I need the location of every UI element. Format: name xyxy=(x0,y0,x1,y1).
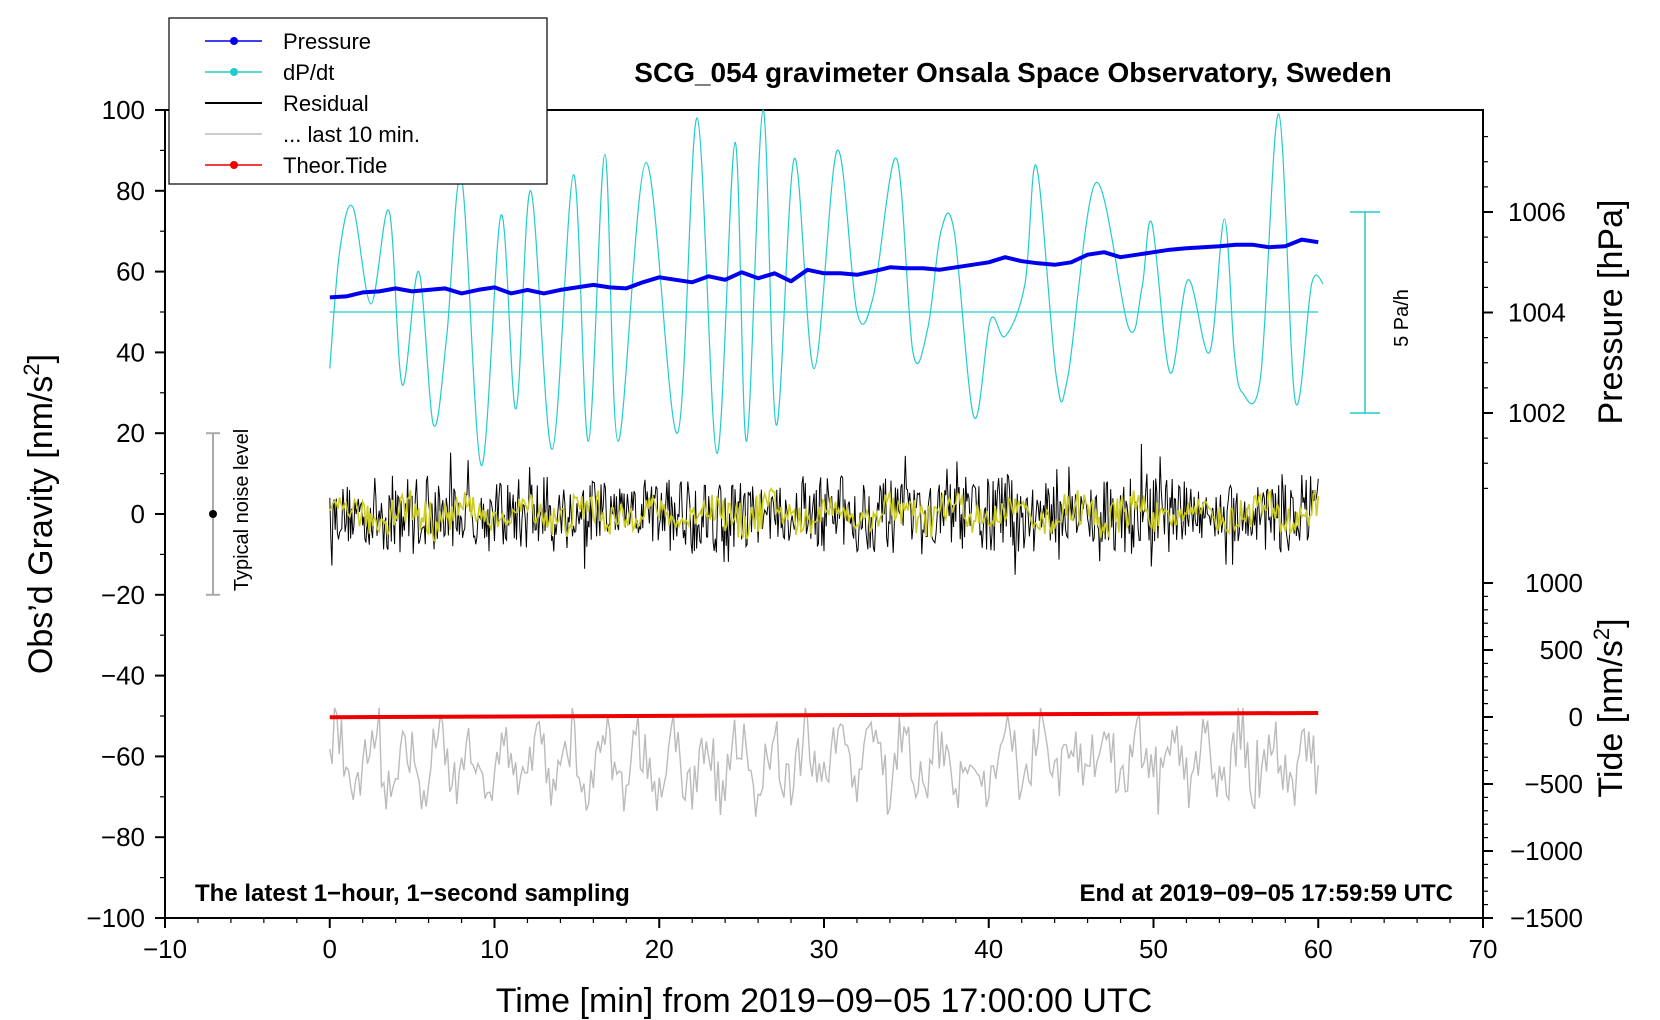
plot-frame xyxy=(164,109,1484,919)
y-tick-label: 100 xyxy=(102,95,145,125)
legend-marker xyxy=(230,37,238,45)
tide-tick-label: 500 xyxy=(1540,635,1583,665)
pressure-tick-label: 1002 xyxy=(1508,398,1566,428)
legend-marker xyxy=(230,68,238,76)
legend-box xyxy=(168,17,548,185)
noise-level-label: Typical noise level xyxy=(231,429,253,591)
legend-entries: Pressure dP/dt Residual ... last 10 min. The… xyxy=(205,29,420,178)
x-axis-ticks: −10 0 10 20 30 40 50 60 70 xyxy=(143,918,1498,964)
y-tick-label: −20 xyxy=(101,580,145,610)
left-axis-title-sup: 2 xyxy=(19,363,44,375)
tide-tick-label: 0 xyxy=(1569,702,1583,732)
noise-level-dot xyxy=(209,510,217,518)
pressure-tick-label: 1004 xyxy=(1508,298,1566,328)
residual-series-line xyxy=(329,443,1319,575)
y-tick-label: 0 xyxy=(131,499,145,529)
x-tick-label: 70 xyxy=(1469,934,1498,964)
legend-label: Pressure xyxy=(283,29,371,54)
tide-axis-title-end: ] xyxy=(1592,618,1630,627)
x-tick-label: 20 xyxy=(645,934,674,964)
chart-title: SCG_054 gravimeter Onsala Space Observat… xyxy=(634,57,1391,88)
legend-marker xyxy=(230,161,238,169)
y-tick-label: −40 xyxy=(101,661,145,691)
pressure-tick-label: 1006 xyxy=(1508,197,1566,227)
tide-axis-title-main: Tide [nm/s xyxy=(1592,640,1630,797)
noise-level-indicator: Typical noise level xyxy=(206,429,253,596)
pressure-axis-ticks: 1006 1004 1002 xyxy=(1483,136,1566,489)
x-tick-label: 50 xyxy=(1139,934,1168,964)
tide-tick-label: −500 xyxy=(1524,769,1583,799)
y-tick-label: 60 xyxy=(116,257,145,287)
x-tick-label: 10 xyxy=(480,934,509,964)
legend-label: Theor.Tide xyxy=(283,153,387,178)
x-tick-label: 60 xyxy=(1304,934,1333,964)
legend: Pressure dP/dt Residual ... last 10 min. The… xyxy=(168,17,548,185)
left-axis-ticks: 100 80 60 40 20 0 −20 −40 −60 −80 −100 xyxy=(86,95,165,933)
pressure-series-line xyxy=(329,237,1319,300)
y-tick-label: 80 xyxy=(116,176,145,206)
y-tick-label: −80 xyxy=(101,822,145,852)
y-tick-label: −100 xyxy=(86,903,145,933)
y-tick-label: 20 xyxy=(116,418,145,448)
y-tick-label: −60 xyxy=(101,741,145,771)
tide-tick-label: −1500 xyxy=(1510,903,1583,933)
pressure-axis-title: Pressure [hPa] xyxy=(1592,200,1630,425)
rate-scale-indicator: 5 Pa/h xyxy=(1350,211,1413,414)
x-axis-title: Time [min] from 2019−09−05 17:00:00 UTC xyxy=(496,982,1152,1020)
tide-axis-title-sup: 2 xyxy=(1589,628,1614,640)
y-tick-label: 40 xyxy=(116,337,145,367)
end-time-note: End at 2019−09−05 17:59:59 UTC xyxy=(1079,880,1453,907)
tide-axis-ticks: 1000 500 0 −500 −1000 −1500 xyxy=(1483,568,1583,933)
tide-tick-label: −1000 xyxy=(1510,836,1583,866)
last-10-min-series-line xyxy=(329,707,1319,817)
x-tick-label: 0 xyxy=(323,934,337,964)
legend-label: Residual xyxy=(283,91,369,116)
tide-tick-label: 1000 xyxy=(1525,568,1583,598)
legend-label: dP/dt xyxy=(283,60,334,85)
left-axis-title-end: ] xyxy=(22,354,60,363)
series-layer xyxy=(329,109,1324,817)
left-axis-title-main: Obs’d Gravity [nm/s xyxy=(22,376,60,675)
legend-label: ... last 10 min. xyxy=(283,122,420,147)
residual-smoothed-line xyxy=(329,486,1320,543)
x-tick-label: 40 xyxy=(974,934,1003,964)
x-tick-label: 30 xyxy=(810,934,839,964)
dpdt-series-line xyxy=(329,109,1324,467)
left-axis-title: Obs’d Gravity [nm/s2] xyxy=(19,354,60,674)
sampling-note: The latest 1−hour, 1−second sampling xyxy=(195,880,630,907)
x-tick-label: −10 xyxy=(143,934,187,964)
rate-scale-label: 5 Pa/h xyxy=(1391,289,1413,347)
tide-axis-title: Tide [nm/s2] xyxy=(1589,618,1630,797)
tide-series-line xyxy=(329,710,1319,720)
